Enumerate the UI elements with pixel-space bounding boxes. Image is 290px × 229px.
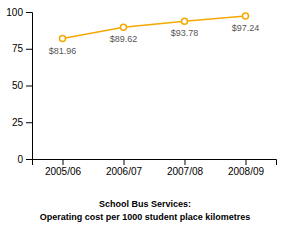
- y-tick-label: 75: [12, 43, 24, 54]
- y-tick-label: 50: [12, 80, 24, 91]
- chart: 0 25 50 75 100 2005/06 2006/07 2007/08 2008/09 $8…: [0, 0, 290, 229]
- subtitle: Operating cost per 1000 student place ki…: [40, 212, 251, 222]
- x-tick-label: 2007/08: [167, 166, 204, 177]
- x-tick-label: 2008/09: [228, 166, 265, 177]
- data-label: $81.96: [49, 46, 77, 56]
- x-tick-mark: [185, 159, 186, 165]
- y-tick-mark: [26, 122, 32, 123]
- marks: [60, 13, 249, 41]
- x-tick-label: 2005/06: [45, 166, 82, 177]
- y-tick: 0: [17, 154, 32, 165]
- x-tick-mark: [246, 159, 247, 165]
- line: [63, 16, 246, 38]
- y-tick-label: 0: [17, 154, 23, 165]
- point: [243, 13, 249, 19]
- data-label: $97.24: [232, 23, 260, 33]
- title: School Bus Services:: [99, 199, 191, 209]
- x-tick: 2005/06: [45, 159, 82, 177]
- y-tick-mark: [26, 49, 32, 50]
- y-tick-label: 25: [12, 117, 24, 128]
- x-tick: 2006/07: [106, 159, 143, 177]
- x-tick: 2007/08: [167, 159, 204, 177]
- y-axis: 0 25 50 75 100: [6, 7, 32, 165]
- x-axis-line: [33, 160, 277, 166]
- x-tick-mark: [63, 159, 64, 165]
- y-tick-label: 100: [6, 7, 23, 18]
- chart-container: 0 25 50 75 100 2005/06 2006/07 2007/08 2008/09 $8…: [0, 0, 290, 229]
- point: [60, 36, 66, 42]
- y-axis-line: [26, 13, 33, 160]
- data-label: $89.62: [110, 34, 138, 44]
- point: [121, 24, 127, 30]
- y-tick: 75: [12, 43, 32, 54]
- y-tick-mark: [26, 159, 32, 160]
- y-tick-mark: [26, 86, 32, 87]
- y-tick-mark: [26, 12, 32, 13]
- plot: 0 25 50 75 100 2005/06 2006/07 2007/08 2008/09 $8…: [6, 7, 276, 177]
- x-tick-label: 2006/07: [106, 166, 143, 177]
- data-labels: $81.96 $89.62 $93.78 $97.24: [49, 23, 260, 55]
- x-tick-mark: [124, 159, 125, 165]
- x-axis: 2005/06 2006/07 2007/08 2008/09: [33, 159, 277, 177]
- y-tick: 50: [12, 80, 32, 91]
- y-tick: 25: [12, 117, 32, 128]
- y-tick: 100: [6, 7, 32, 18]
- x-tick: 2008/09: [228, 159, 265, 177]
- data-label: $93.78: [171, 28, 199, 38]
- point: [182, 18, 188, 24]
- title-block: School Bus Services: Operating cost per 1…: [40, 199, 251, 222]
